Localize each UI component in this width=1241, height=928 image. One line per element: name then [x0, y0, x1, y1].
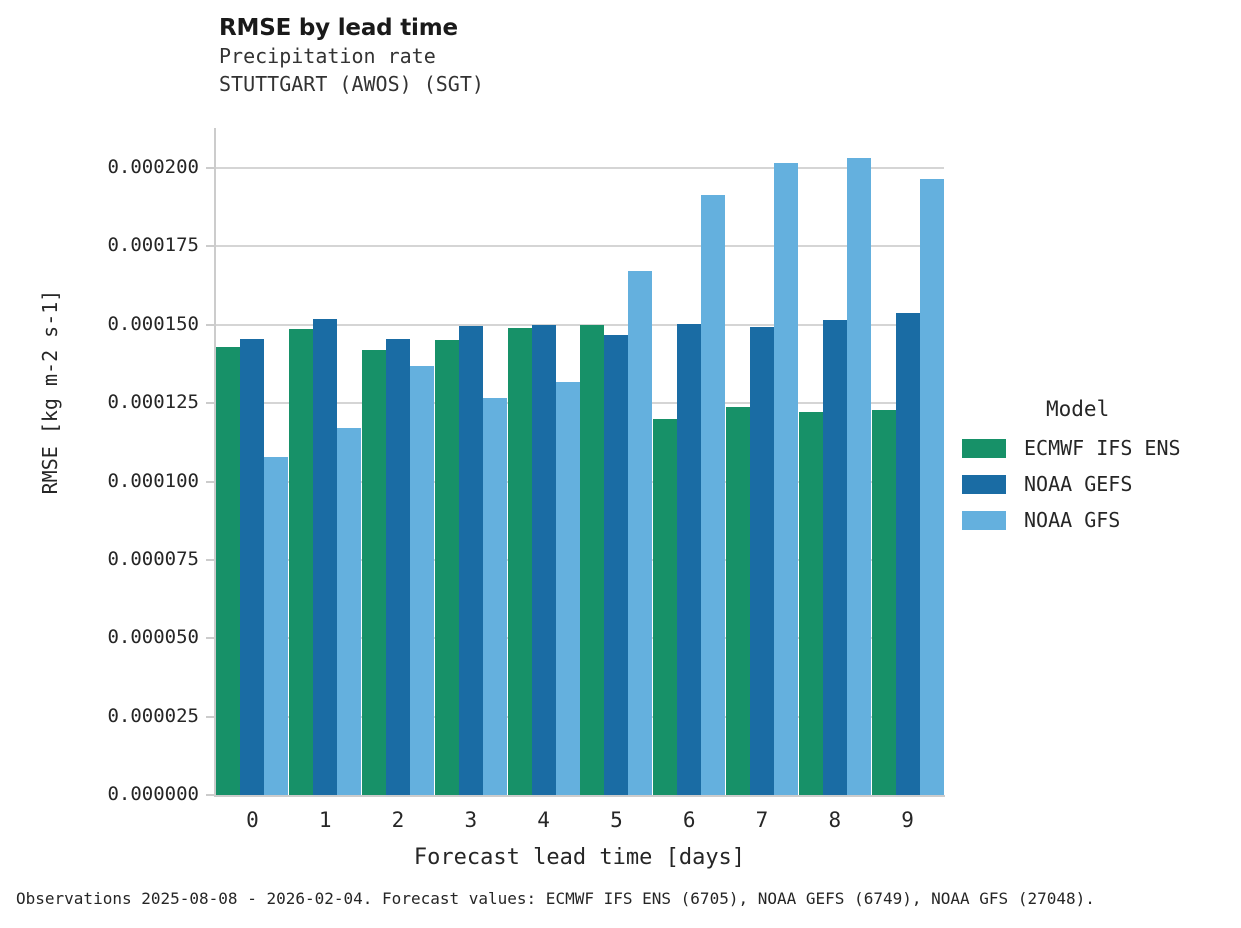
bar: [337, 427, 362, 795]
y-tick-mark: [206, 794, 214, 796]
chart-subtitle-station: STUTTGART (AWOS) (SGT): [219, 72, 484, 96]
x-tick-label: 0: [246, 808, 259, 832]
bar: [313, 318, 338, 795]
x-tick-label: 7: [755, 808, 769, 832]
x-tick-label: 5: [610, 808, 623, 832]
x-axis-spine: [214, 795, 945, 797]
bar: [750, 327, 774, 795]
bar: [822, 320, 847, 795]
gridline: [216, 715, 944, 718]
bar: [240, 338, 265, 795]
bar: [677, 324, 702, 795]
legend-item[interactable]: ECMWF IFS ENS: [962, 430, 1237, 466]
legend-title: Model: [1046, 397, 1110, 421]
y-tick-label: 0.000125: [107, 391, 199, 414]
bar: [774, 162, 798, 795]
bar: [726, 406, 750, 795]
legend-swatch-icon: [962, 474, 1006, 494]
bar: [701, 195, 726, 795]
x-tick-label: 6: [682, 808, 696, 832]
footer-note: Observations 2025-08-08 - 2026-02-04. Fo…: [16, 889, 1095, 908]
y-tick-mark: [206, 558, 214, 561]
x-tick-label: 1: [318, 808, 332, 832]
legend-swatch-icon: [962, 438, 1006, 458]
bar: [895, 312, 920, 795]
y-tick-mark: [206, 245, 214, 248]
bar: [628, 270, 653, 795]
bar: [919, 179, 944, 795]
legend: Model ECMWF IFS ENS NOAA GEFS NOAA GFS: [962, 394, 1237, 538]
gridline: [216, 480, 944, 483]
legend-entries: ECMWF IFS ENS NOAA GEFS NOAA GFS: [962, 430, 1237, 538]
y-tick-label: 0.000175: [107, 234, 199, 257]
bar: [531, 325, 556, 795]
bar: [604, 334, 629, 795]
bar: [871, 410, 896, 795]
gridline: [216, 637, 944, 640]
y-tick-mark: [206, 167, 214, 169]
legend-item-label: NOAA GEFS: [1024, 472, 1133, 496]
gridline: [216, 558, 944, 561]
bar: [798, 411, 823, 795]
x-axis-label: Forecast lead time [days]: [413, 845, 746, 870]
x-tick-label: 9: [901, 808, 914, 832]
bar: [482, 398, 507, 795]
bar: [846, 158, 871, 795]
y-tick-mark: [206, 715, 214, 718]
y-tick-label: 0.000000: [107, 783, 199, 805]
legend-item[interactable]: NOAA GFS: [962, 502, 1237, 538]
bar: [555, 381, 580, 795]
x-tick-label: 3: [464, 808, 478, 832]
bar: [410, 366, 434, 795]
legend-swatch-icon: [962, 510, 1006, 530]
y-tick-label: 0.000100: [107, 469, 199, 492]
bar: [264, 457, 289, 795]
bar: [289, 328, 314, 795]
x-tick-label: 4: [537, 808, 550, 832]
legend-item[interactable]: NOAA GEFS: [962, 466, 1237, 502]
bar: [653, 418, 678, 795]
y-tick-label: 0.000150: [107, 312, 199, 335]
y-axis-label: RMSE [kg m-2 s-1]: [38, 289, 62, 495]
bar: [434, 339, 459, 795]
legend-item-label: ECMWF IFS ENS: [1024, 436, 1181, 460]
page-title: RMSE by lead time: [219, 15, 458, 41]
title-block: RMSE by lead time Precipitation rate STU…: [219, 14, 919, 98]
y-tick-mark: [206, 637, 214, 640]
legend-item-label: NOAA GFS: [1024, 508, 1121, 532]
bar: [362, 350, 386, 795]
bar: [507, 327, 532, 795]
bar: [386, 338, 410, 795]
bar: [580, 324, 605, 795]
y-tick-label: 0.000200: [107, 156, 199, 178]
y-tick-label: 0.000025: [107, 704, 199, 727]
x-tick-label: 2: [391, 808, 405, 832]
gridline: [216, 323, 944, 326]
chart-subtitle-variable: Precipitation rate: [219, 44, 436, 68]
gridline: [216, 245, 944, 248]
bar: [216, 346, 241, 795]
y-axis-spine: [214, 128, 216, 797]
y-tick-label: 0.000075: [107, 547, 199, 570]
y-tick-mark: [206, 402, 214, 405]
bar: [458, 326, 483, 795]
y-tick-label: 0.000050: [107, 626, 199, 649]
gridline: [216, 167, 944, 169]
gridline: [216, 402, 944, 405]
x-tick-label: 8: [828, 808, 842, 832]
y-tick-mark: [206, 480, 214, 483]
y-tick-mark: [206, 323, 214, 326]
